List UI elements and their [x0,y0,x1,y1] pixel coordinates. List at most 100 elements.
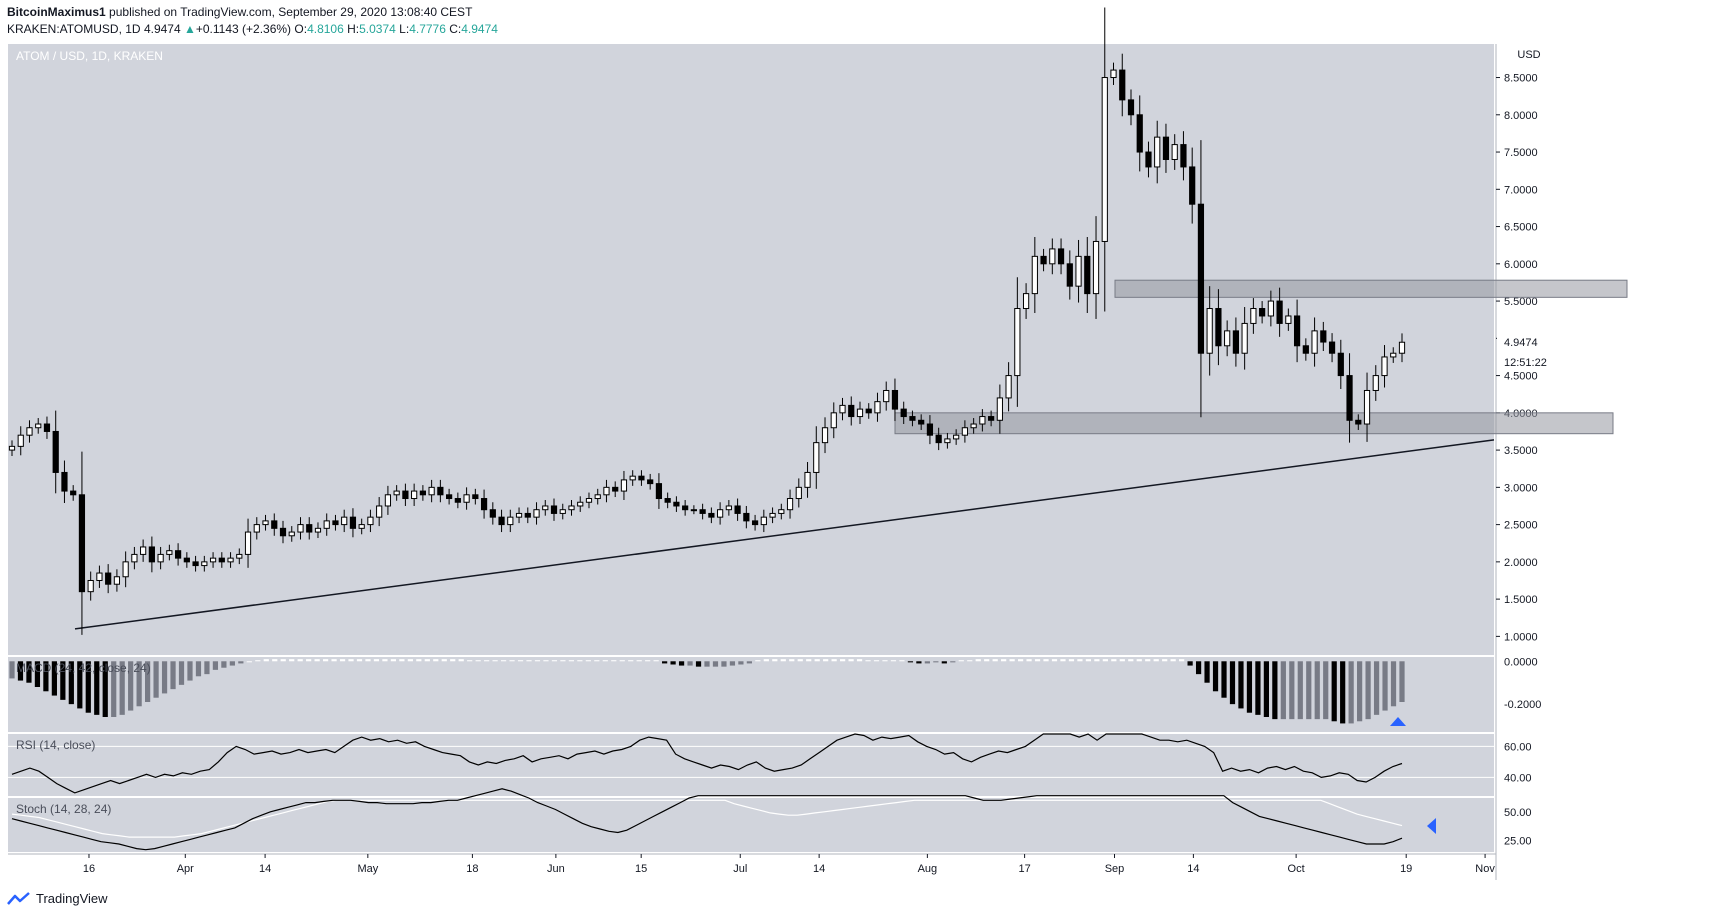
candle-body[interactable] [813,442,820,473]
candle-body[interactable] [690,509,697,512]
candle-body[interactable] [620,479,628,492]
candle-body[interactable] [52,430,59,473]
candle-body[interactable] [1162,136,1170,160]
candle-body[interactable] [1215,308,1222,347]
candle-body[interactable] [918,419,925,425]
candle-body[interactable] [988,416,995,421]
candle-body[interactable] [1197,203,1205,354]
candle-body[interactable] [1180,144,1187,168]
candle-body[interactable] [708,512,715,518]
candle-body[interactable] [166,550,173,555]
ascending-trendline[interactable] [74,439,1495,630]
candle-body[interactable] [1075,255,1082,287]
candle-body[interactable] [786,498,794,511]
candle-body[interactable] [1127,99,1135,116]
candle-body[interactable] [489,509,496,518]
candle-body[interactable] [1381,356,1388,377]
candle-body[interactable] [1040,255,1047,265]
candle-body[interactable] [848,404,855,418]
candle-body[interactable] [507,516,514,526]
candle-body[interactable] [17,434,24,447]
candle-body[interactable] [1241,322,1248,354]
candle-body[interactable] [926,423,934,436]
candle-body[interactable] [795,486,802,500]
candle-body[interactable] [524,512,531,518]
candle-body[interactable] [437,486,444,496]
candle-body[interactable] [743,512,750,522]
support-zone[interactable] [894,412,1614,435]
candle-body[interactable] [105,572,112,585]
candle-body[interactable] [43,423,51,432]
candle-body[interactable] [402,490,409,500]
candle-body[interactable] [35,423,42,429]
candle-body[interactable] [804,471,811,488]
candle-body[interactable] [96,572,103,581]
candle-body[interactable] [201,561,208,567]
candle-body[interactable] [1119,69,1126,101]
candle-body[interactable] [288,531,295,537]
candle-body[interactable] [131,553,138,563]
candle-body[interactable] [734,505,741,514]
candle-body[interactable] [122,561,129,578]
macd-pane[interactable] [8,657,1494,732]
candle-body[interactable] [629,475,636,481]
candle-body[interactable] [279,527,287,537]
candle-body[interactable] [1031,255,1038,295]
stoch-pane[interactable] [8,798,1494,852]
candle-body[interactable] [1224,330,1231,347]
candle-body[interactable] [446,494,453,500]
candle-body[interactable] [655,483,663,500]
candle-body[interactable] [577,501,584,507]
candle-body[interactable] [1302,345,1309,354]
candle-body[interactable] [376,505,383,518]
candle-body[interactable] [148,546,155,563]
candle-body[interactable] [1355,419,1362,425]
candle-body[interactable] [891,389,899,410]
candle-body[interactable] [1057,248,1065,265]
candle-body[interactable] [874,401,881,414]
candle-body[interactable] [358,524,365,529]
candle-body[interactable] [638,475,645,481]
candle-body[interactable] [314,527,322,533]
candle-body[interactable] [1189,166,1196,205]
candle-body[interactable] [113,576,121,585]
candle-body[interactable] [839,404,846,414]
candle-body[interactable] [244,531,252,555]
candle-body[interactable] [192,561,199,567]
candle-body[interactable] [1328,341,1336,354]
candle-body[interactable] [70,490,77,496]
candle-body[interactable] [664,498,671,503]
stoch-k-line[interactable] [11,788,1403,851]
candle-body[interactable] [218,557,225,563]
candle-body[interactable] [297,524,304,533]
rsi-pane[interactable] [8,734,1494,796]
candle-body[interactable] [472,494,479,500]
candle-body[interactable] [1136,114,1143,153]
candle-body[interactable] [367,516,374,526]
candle-body[interactable] [979,416,986,425]
candle-body[interactable] [970,423,977,429]
candle-body[interactable] [1372,375,1379,391]
candle-body[interactable] [1206,308,1213,354]
candle-body[interactable] [463,494,470,503]
candle-body[interactable] [935,434,942,444]
candle-body[interactable] [1154,136,1161,168]
candle-body[interactable] [227,557,234,563]
candle-body[interactable] [1101,77,1108,242]
candle-body[interactable] [559,509,566,514]
candle-body[interactable] [717,509,724,518]
candle-body[interactable] [349,516,357,529]
candle-body[interactable] [1320,330,1327,343]
candle-body[interactable] [411,490,418,500]
candle-body[interactable] [323,520,330,529]
candle-body[interactable] [183,557,190,563]
candle-body[interactable] [419,490,426,496]
candle-body[interactable] [603,486,610,496]
candle-body[interactable] [821,427,829,444]
candle-body[interactable] [1005,375,1012,399]
author-name[interactable]: BitcoinMaximus1 [7,5,106,19]
rsi-line[interactable] [11,733,1403,794]
candle-body[interactable] [209,557,217,563]
candle-body[interactable] [953,434,960,440]
candle-body[interactable] [673,501,680,507]
